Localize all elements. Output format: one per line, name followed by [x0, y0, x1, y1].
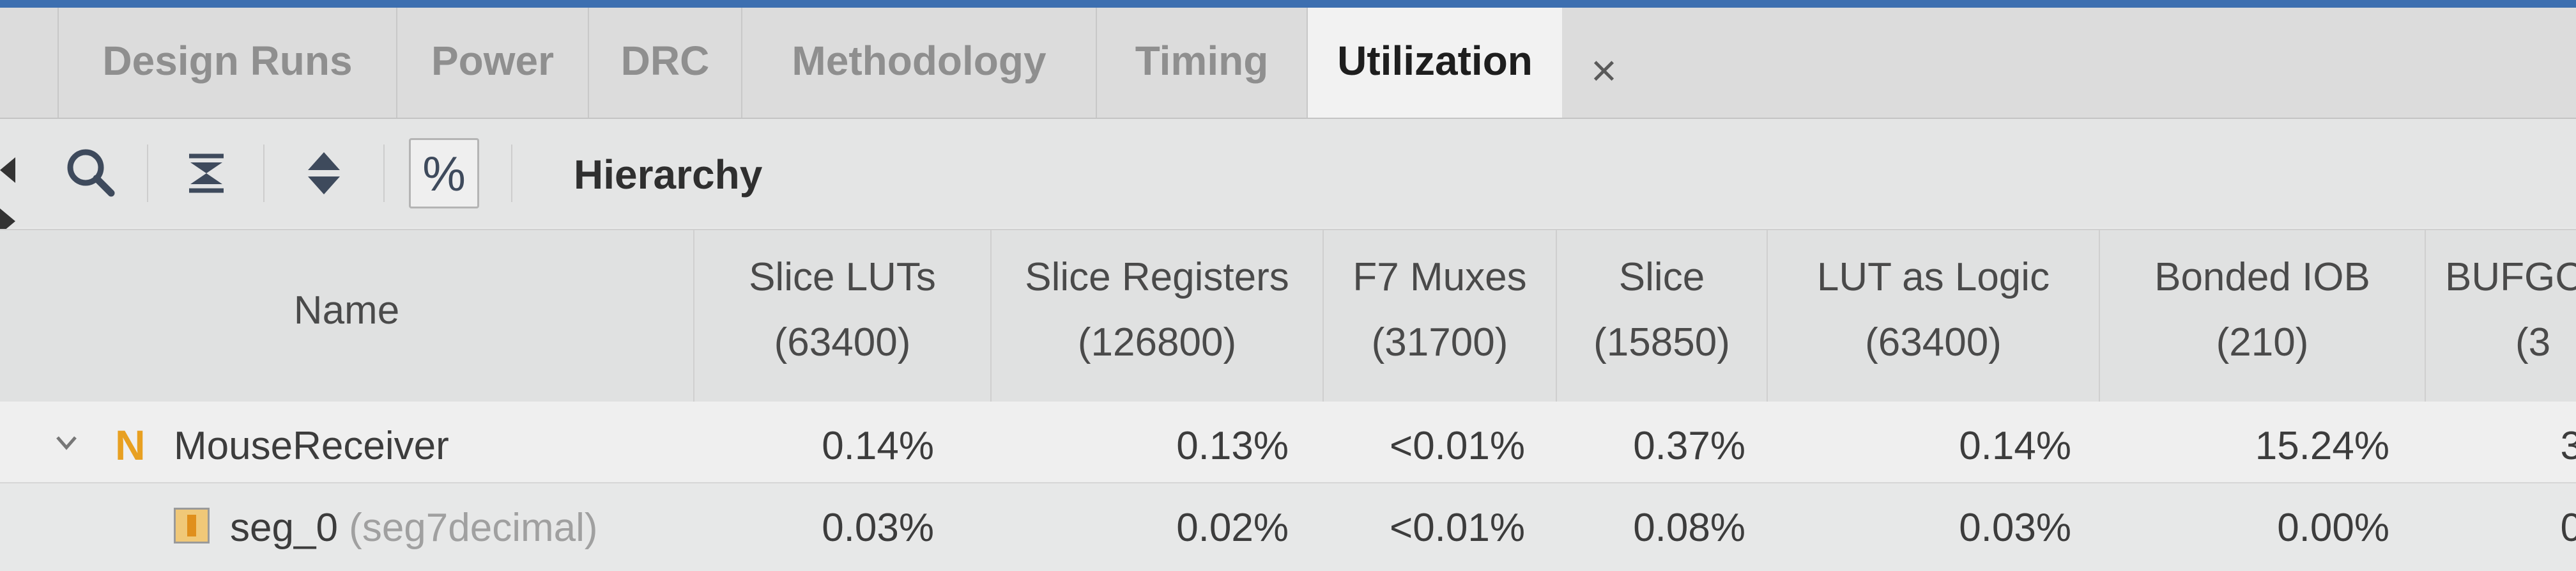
toolbar-separator — [383, 145, 385, 202]
tab-timing[interactable]: Timing — [1096, 8, 1307, 118]
cell-bufgc: 0 — [2560, 506, 2576, 550]
column-header-bonded-iob[interactable]: Bonded IOB (210) — [2099, 230, 2425, 403]
toolbar-separator — [263, 145, 264, 202]
tab-methodology[interactable]: Methodology — [741, 8, 1096, 118]
percent-icon: % — [422, 147, 466, 201]
view-label-hierarchy: Hierarchy — [574, 152, 763, 198]
row-name: seg_0 (seg7decimal) — [230, 506, 598, 550]
cell-slice-registers: 0.13% — [1176, 424, 1289, 468]
row-module-name: (seg7decimal) — [349, 506, 598, 550]
table-row[interactable]: N MouseReceiver 0.14% 0.13% <0.01% 0.37%… — [0, 402, 2576, 483]
search-icon[interactable] — [56, 138, 126, 208]
tab-utilization[interactable]: Utilization — [1307, 8, 1562, 118]
toolbar-separator — [511, 145, 512, 202]
column-header-lut-as-logic[interactable]: LUT as Logic (63400) — [1767, 230, 2099, 403]
close-icon[interactable]: × — [1591, 45, 1617, 95]
column-header-name[interactable]: Name — [293, 288, 400, 332]
cell-slice: 0.37% — [1633, 424, 1745, 468]
column-header-f7-muxes[interactable]: F7 Muxes (31700) — [1322, 230, 1556, 403]
cell-bonded-iob: 0.00% — [2277, 506, 2389, 550]
table-header: Name Slice LUTs (63400) Slice Registers (1… — [0, 229, 2576, 404]
column-header-slice[interactable]: Slice (15850) — [1556, 230, 1767, 403]
cell-lut-as-logic: 0.03% — [1959, 506, 2071, 550]
column-header-slice-registers[interactable]: Slice Registers (126800) — [990, 230, 1322, 403]
cell-f7-muxes: <0.01% — [1389, 506, 1525, 550]
percent-toggle-button[interactable]: % — [409, 138, 479, 208]
netlist-n-icon: N — [115, 421, 146, 469]
column-header-bufgc[interactable]: BUFGC (3 — [2425, 230, 2576, 403]
tab-drc[interactable]: DRC — [588, 8, 741, 118]
cell-slice-luts: 0.14% — [822, 424, 934, 468]
cell-slice-registers: 0.02% — [1176, 506, 1289, 550]
cell-f7-muxes: <0.01% — [1389, 424, 1525, 468]
table-row[interactable]: seg_0 (seg7decimal) 0.03% 0.02% <0.01% 0… — [0, 483, 2576, 571]
tab-design-runs[interactable]: Design Runs — [57, 8, 396, 118]
cell-lut-as-logic: 0.14% — [1959, 424, 2071, 468]
cell-slice: 0.08% — [1633, 506, 1745, 550]
cell-bufgc: 3 — [2560, 424, 2576, 468]
window-accent-strip — [0, 0, 2576, 8]
toolbar: % Hierarchy — [0, 119, 2576, 234]
instance-icon — [174, 508, 210, 544]
collapse-all-icon[interactable] — [171, 138, 241, 208]
toolbar-separator — [147, 145, 148, 202]
tab-bar: Design Runs Power DRC Methodology Timing… — [0, 8, 2576, 119]
cell-bonded-iob: 15.24% — [2255, 424, 2389, 468]
chevron-down-icon[interactable] — [54, 430, 79, 455]
expand-all-icon[interactable] — [289, 138, 359, 208]
row-name: MouseReceiver — [174, 424, 449, 468]
cell-slice-luts: 0.03% — [822, 506, 934, 550]
scroll-left-arrow-icon[interactable] — [0, 157, 15, 183]
column-header-slice-luts[interactable]: Slice LUTs (63400) — [693, 230, 990, 403]
tab-power[interactable]: Power — [396, 8, 588, 118]
